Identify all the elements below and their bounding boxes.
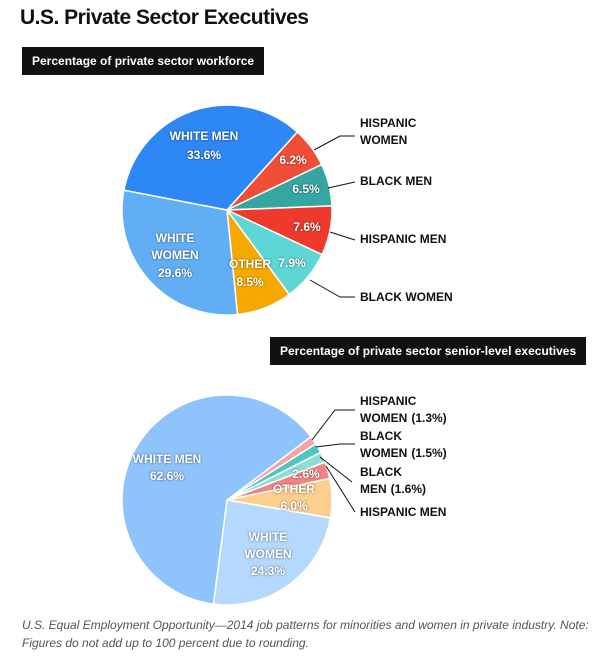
value-label: 6.2% [279,153,307,167]
category-label: WHITE MEN [132,452,202,466]
pie-slice [121,394,312,605]
slice-label: WHITE WOMEN [243,529,293,563]
page-title: U.S. Private Sector Executives [20,6,309,29]
value-label: 24.3% [250,564,286,578]
slice-label: HISPANIC MEN [360,231,480,248]
value-label: 7.9% [278,256,306,270]
value-label: 6.5% [292,182,320,196]
value-label: (1.6%) [390,482,427,496]
value-label: 7.6% [293,220,321,234]
value-label: 8.5% [236,275,264,289]
value-label: (1.5%) [411,446,447,460]
value-label: 33.6% [186,148,222,162]
slice-label: HISPANIC MEN [360,504,480,521]
category-label: BLACK MEN [360,174,432,188]
leader-line [327,181,356,189]
leader-line [329,231,356,241]
category-label: BLACK WOMEN [360,290,453,304]
category-label: OTHER [229,257,271,271]
slice-label: BLACK WOMEN [360,289,480,306]
slice-label: OTHER [220,256,280,273]
slice-label: WHITE WOMEN [150,230,200,264]
value-label: 62.6% [149,469,185,483]
category-label: HISPANIC MEN [360,232,447,246]
category-label: HISPANIC MEN [360,505,447,519]
leader-line [311,409,355,441]
leader-line [313,135,355,151]
value-label-box: 62.6% [150,468,184,485]
category-label: BLACK MEN [360,465,402,496]
pie-slice [121,189,239,316]
value-label-box: 29.6% [158,265,192,282]
pie-slice [212,499,332,606]
leader-line [325,465,356,513]
value-label-box: 2.6% [292,466,319,483]
category-label: WHITE WOMEN [151,231,199,262]
category-label: WHITE MEN [169,129,239,143]
value-label: 29.6% [157,266,193,280]
slice-label: OTHER [264,481,324,498]
value-label: 6.0% [280,499,308,513]
slice-label: WHITE MEN [122,451,212,468]
category-label: OTHER [273,482,315,496]
category-label: WHITE WOMEN [244,530,292,561]
value-label-box: 24.3% [251,563,285,580]
slice-label: HISPANIC WOMEN (1.3%) [360,393,447,427]
leader-line [315,443,355,448]
footnote: U.S. Equal Employment Opportunity—2014 j… [22,618,589,650]
pie-slice [123,104,299,211]
value-label: 2.6% [292,467,320,481]
value-label-box: 6.5% [292,181,319,198]
slice-label: WHITE MEN [159,128,249,145]
value-label-box: 7.9% [278,255,305,272]
value-label: (1.3%) [411,411,447,425]
slice-label: BLACK MEN (1.6%) [360,464,430,498]
chart-title: Percentage of private sector senior-leve… [270,337,587,365]
value-label-box: 7.6% [293,219,320,236]
category-label: HISPANIC WOMEN [360,116,417,147]
value-label-box: 6.2% [279,152,306,169]
value-label-box: 6.0% [280,498,307,515]
category-label: HISPANIC WOMEN [360,394,417,425]
value-label-box: 33.6% [187,147,221,164]
slice-label: BLACK WOMEN (1.5%) [360,428,447,462]
chart-title: Percentage of private sector workforce [22,47,265,75]
slice-label: HISPANIC WOMEN [360,115,430,149]
slice-label: BLACK MEN [360,173,480,190]
category-label: BLACK WOMEN [360,429,408,460]
value-label-box: 8.5% [236,274,263,291]
leader-line [309,279,355,298]
